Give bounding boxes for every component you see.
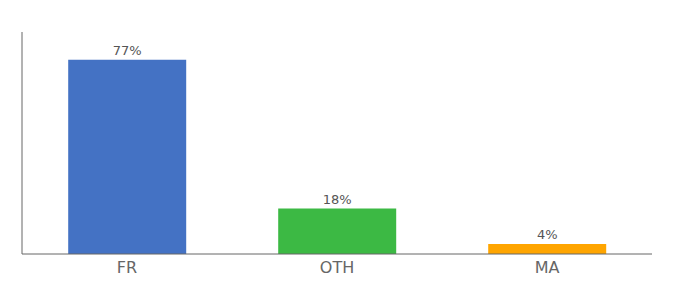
svg-text:18%: 18% — [323, 192, 352, 207]
svg-text:4%: 4% — [537, 227, 558, 242]
svg-text:MA: MA — [535, 258, 560, 277]
svg-text:FR: FR — [117, 258, 137, 277]
svg-text:OTH: OTH — [320, 258, 354, 277]
svg-text:77%: 77% — [113, 43, 142, 58]
